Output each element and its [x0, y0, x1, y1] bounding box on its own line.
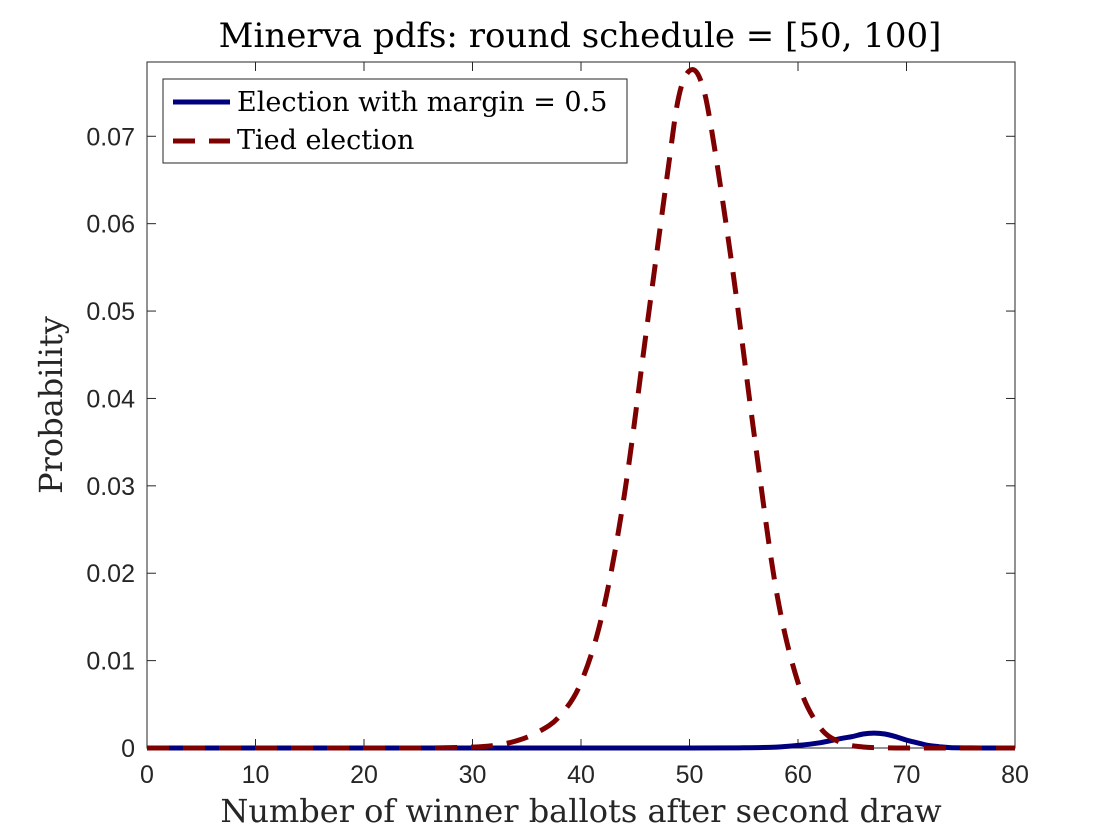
- x-tick-label: 0: [140, 761, 154, 789]
- series-layer: [146, 67, 1016, 751]
- y-tick-label: 0: [121, 735, 135, 763]
- y-tick-label: 0.06: [86, 211, 135, 239]
- series-line-tied: [146, 67, 1016, 751]
- x-tick-label: 30: [459, 761, 487, 789]
- plot-area: [146, 61, 1016, 749]
- x-tick-label: 80: [1001, 761, 1029, 789]
- y-axis-label: Probability: [32, 316, 70, 494]
- x-tick-label: 60: [784, 761, 812, 789]
- legend-label-margin: Election with margin = 0.5: [237, 87, 607, 118]
- x-tick-label: 10: [242, 761, 270, 789]
- y-tick-label: 0.04: [86, 385, 135, 413]
- legend-box: [162, 78, 628, 164]
- x-tick-label: 40: [567, 761, 595, 789]
- x-tick-label: 20: [350, 761, 378, 789]
- y-tick-label: 0.05: [86, 298, 135, 326]
- x-axis-ticks: 0 10 20 30 40 50 60 70 80: [140, 62, 1029, 789]
- y-tick-label: 0.02: [86, 560, 135, 588]
- x-tick-label: 50: [676, 761, 704, 789]
- chart-title: Minerva pdfs: round schedule = [50, 100]: [219, 16, 942, 56]
- y-tick-label: 0.01: [86, 648, 135, 676]
- legend-label-tied: Tied election: [237, 125, 414, 156]
- y-tick-label: 0.07: [86, 123, 135, 151]
- x-tick-label: 70: [893, 761, 921, 789]
- legend: Election with margin = 0.5 Tied election: [162, 78, 628, 164]
- x-axis-label: Number of winner ballots after second dr…: [220, 792, 941, 830]
- y-axis-ticks: 0 0.01 0.02 0.03 0.04 0.05 0.06 0.07: [86, 123, 1015, 763]
- y-tick-label: 0.03: [86, 473, 135, 501]
